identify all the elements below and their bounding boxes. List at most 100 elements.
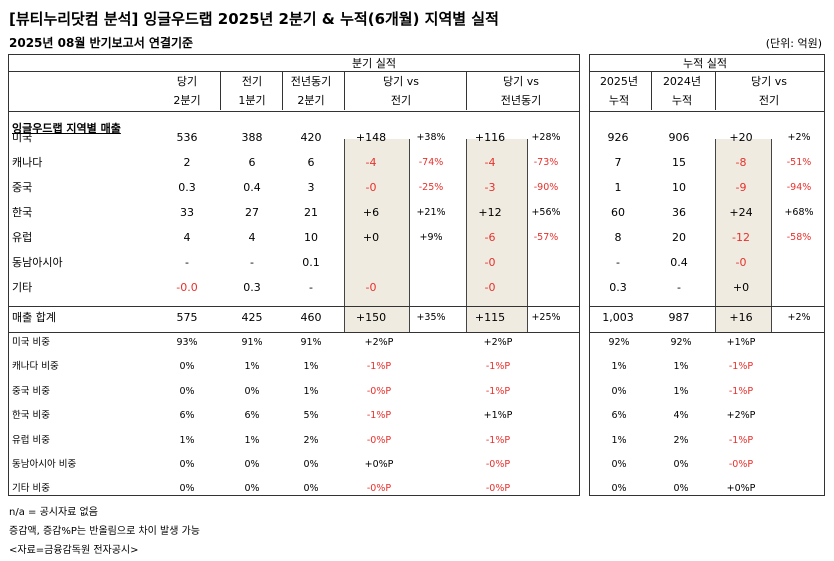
ratio-row-label: 캐나다 비중 [12, 361, 59, 372]
c-value-cell: 0.4 [670, 256, 688, 269]
total-q-cell: +25% [531, 312, 561, 323]
total-q-cell: +150 [355, 311, 387, 324]
ratio-c-cell: 0% [611, 459, 627, 470]
region-row-label: 동남아시아 [12, 256, 63, 269]
c-value-cell: -9 [735, 181, 747, 194]
ratio-q-cell: 0% [303, 459, 319, 470]
header-separator [220, 72, 221, 110]
header-c_vs-line2: 전기 [758, 94, 780, 107]
c-value-cell: +2% [787, 132, 811, 143]
c-value-cell: 10 [672, 181, 686, 194]
q-value-cell [516, 255, 576, 271]
c-value-cell: 36 [672, 206, 686, 219]
ratio-q-cell: +0%P [364, 459, 394, 470]
region-row-label: 유럽 [12, 231, 33, 244]
header-q_yoy-line1: 전년동기 [290, 75, 332, 88]
c-value-cell: +24 [729, 206, 753, 219]
q-value-cell: 0.3 [243, 281, 261, 294]
q-value-cell: 3 [307, 181, 315, 194]
q-value-cell: 420 [300, 131, 322, 144]
ratio-c-cell: -0%P [728, 459, 754, 470]
total-c-cell: +16 [729, 311, 753, 324]
q-value-cell: -90% [533, 182, 559, 193]
ratio-row-label: 미국 비중 [12, 337, 50, 348]
ratio-q-cell: 0% [244, 483, 260, 494]
q-value-cell [516, 280, 576, 296]
c-value-cell: - [677, 281, 681, 294]
c-value-cell: +68% [784, 207, 814, 218]
ratio-c-cell: +2%P [726, 410, 756, 421]
ratio-q-cell: -0%P [366, 386, 392, 397]
c-value-cell: +0 [732, 281, 750, 294]
header-separator [466, 72, 467, 110]
ratio-q-cell: 0% [244, 459, 260, 470]
header-q_vs_prev-line2: 전기 [390, 94, 412, 107]
q-value-cell: 10 [304, 231, 318, 244]
q-vs-yoy-shade [466, 139, 528, 332]
region-row-label: 기타 [12, 281, 33, 294]
header-c_2025-line2: 누적 [608, 94, 630, 107]
c-value-cell: 926 [607, 131, 629, 144]
header-q_vs_prev-line1: 당기 vs [383, 75, 419, 88]
ratio-c-cell: 0% [673, 459, 689, 470]
q-value-cell: +21% [416, 207, 446, 218]
header-q_yoy-line2: 2분기 [297, 94, 325, 107]
ratio-c-cell: -1%P [728, 361, 754, 372]
ratio-c-cell: +0%P [726, 483, 756, 494]
ratio-q-cell: 1% [303, 386, 319, 397]
c-value-cell: -51% [786, 157, 812, 168]
ratio-c-cell: 1% [673, 361, 689, 372]
q-value-cell: +28% [531, 132, 561, 143]
ratio-q-cell: 0% [179, 459, 195, 470]
ratio-c-cell: 0% [611, 483, 627, 494]
header-q_vs_yoy-line1: 당기 vs [503, 75, 539, 88]
c-value-cell: -8 [735, 156, 747, 169]
c-value-cell: 8 [614, 231, 622, 244]
c-value-cell: -58% [786, 232, 812, 243]
region-row-label: 한국 [12, 206, 33, 219]
ratio-q-cell: -1%P [485, 386, 511, 397]
q-value-cell: -0.0 [176, 281, 198, 294]
ratio-c-cell: 0% [673, 483, 689, 494]
c-value-cell: 15 [672, 156, 686, 169]
cumulative-results-table: 누적 실적 2025년 누적 2024년 누적 당기 vs 전기 926 906 +20 +2% 7 1… [589, 54, 825, 496]
region-row-label: 캐나다 [12, 156, 43, 169]
q-value-cell: - [309, 281, 313, 294]
ratio-q-cell: +1%P [483, 410, 513, 421]
q-value-cell: -3 [484, 181, 496, 194]
cumulative-group-title: 누적 실적 [683, 57, 727, 70]
q-vs-prev-shade [344, 139, 410, 332]
header-bottom-divider [9, 111, 579, 112]
q-value-cell: -74% [418, 157, 444, 168]
ratio-q-cell: 2% [303, 435, 319, 446]
ratio-c-cell: -1%P [728, 435, 754, 446]
ratio-q-cell: -1%P [366, 410, 392, 421]
header-c_vs-line1: 당기 vs [751, 75, 787, 88]
ratio-q-cell: -1%P [485, 435, 511, 446]
c-value-cell [771, 255, 827, 271]
ratio-row-label: 중국 비중 [12, 386, 50, 397]
header-q_cur-line1: 당기 [176, 75, 198, 88]
ratio-q-cell: 1% [179, 435, 195, 446]
q-value-cell: 2 [183, 156, 191, 169]
ratio-q-cell: 0% [179, 361, 195, 372]
ratio-row-label: 한국 비중 [12, 410, 50, 421]
ratio-c-cell: 2% [673, 435, 689, 446]
c-value-cell: 906 [668, 131, 690, 144]
header-q_cur-line2: 2분기 [173, 94, 201, 107]
total-top-divider [9, 306, 579, 307]
ratio-c-cell: 4% [673, 410, 689, 421]
total-c-cell: 987 [668, 311, 690, 324]
q-value-cell: +6 [362, 206, 380, 219]
header-c_2024-line1: 2024년 [662, 75, 702, 88]
c-value-cell: - [616, 256, 620, 269]
header-separator [344, 72, 345, 110]
q-value-cell: +56% [531, 207, 561, 218]
q-value-cell: -4 [365, 156, 377, 169]
q-value-cell: - [250, 256, 254, 269]
c-value-cell: +20 [729, 131, 753, 144]
c-header-separator [651, 72, 652, 110]
q-value-cell: -73% [533, 157, 559, 168]
c-header-top-divider [590, 71, 824, 72]
c-value-cell: -0 [735, 256, 747, 269]
